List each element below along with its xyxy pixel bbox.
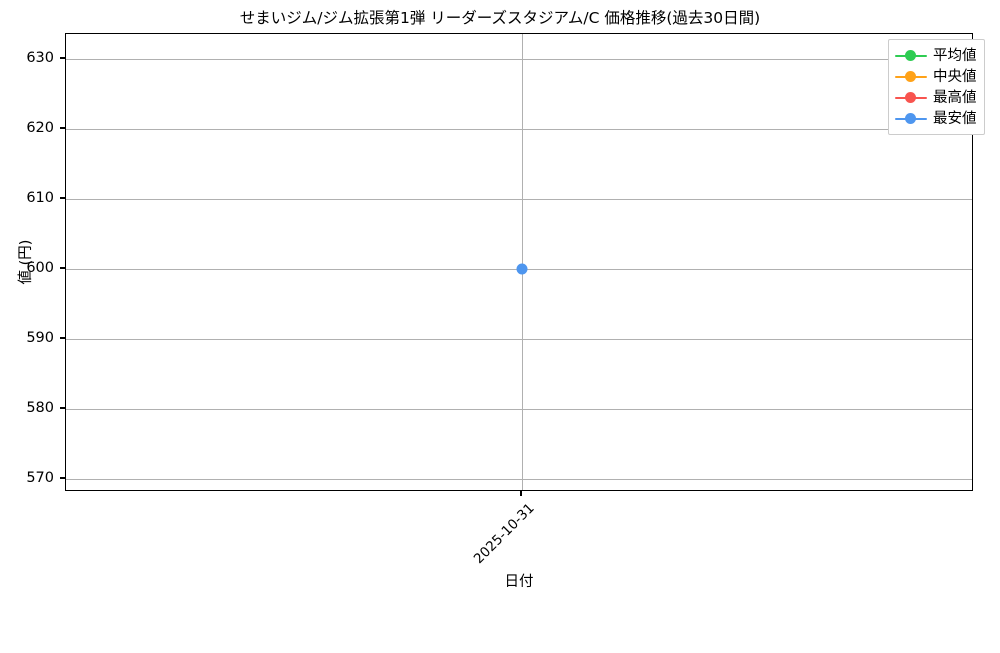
legend-item-1[interactable]: 中央値 [895, 66, 977, 87]
chart-title: せまいジム/ジム拡張第1弾 リーダーズスタジアム/C 価格推移(過去30日間) [239, 9, 761, 27]
legend-label: 平均値 [933, 47, 977, 64]
gridline-horizontal [66, 59, 972, 60]
x-axis-label: 日付 [504, 574, 534, 590]
gridline-horizontal [66, 479, 972, 480]
legend-marker-icon [895, 70, 927, 84]
y-tick-mark [60, 337, 65, 339]
legend-item-2[interactable]: 最高値 [895, 87, 977, 108]
legend-dot-icon [905, 71, 916, 82]
gridline-vertical [522, 34, 523, 490]
legend-dot-icon [905, 113, 916, 124]
y-tick-mark [60, 127, 65, 129]
y-tick-label: 570 [26, 470, 54, 486]
gridline-horizontal [66, 199, 972, 200]
y-tick-mark [60, 477, 65, 479]
y-tick-label: 630 [26, 50, 54, 66]
y-tick-mark [60, 267, 65, 269]
plot-area [65, 33, 973, 491]
y-tick-mark [60, 57, 65, 59]
gridline-horizontal [66, 339, 972, 340]
legend-item-0[interactable]: 平均値 [895, 45, 977, 66]
legend-marker-icon [895, 49, 927, 63]
y-tick-mark [60, 407, 65, 409]
legend-dot-icon [905, 50, 916, 61]
chart-figure: せまいジム/ジム拡張第1弾 リーダーズスタジアム/C 価格推移(過去30日間) … [17, 9, 985, 590]
y-tick-label: 590 [26, 330, 54, 346]
y-tick-label: 600 [26, 260, 54, 276]
gridline-horizontal [66, 129, 972, 130]
legend-label: 最安値 [933, 110, 977, 127]
y-tick-label: 610 [26, 190, 54, 206]
y-tick-mark [60, 197, 65, 199]
legend-dot-icon [905, 92, 916, 103]
y-tick-label: 620 [26, 120, 54, 136]
x-tick-mark [520, 491, 522, 496]
legend-label: 最高値 [933, 89, 977, 106]
legend-item-3[interactable]: 最安値 [895, 108, 977, 129]
chart-legend: 平均値中央値最高値最安値 [888, 39, 985, 135]
legend-label: 中央値 [933, 68, 977, 85]
gridline-horizontal [66, 409, 972, 410]
legend-marker-icon [895, 112, 927, 126]
y-tick-label: 580 [26, 400, 54, 416]
data-point-marker [516, 263, 528, 275]
legend-marker-icon [895, 91, 927, 105]
